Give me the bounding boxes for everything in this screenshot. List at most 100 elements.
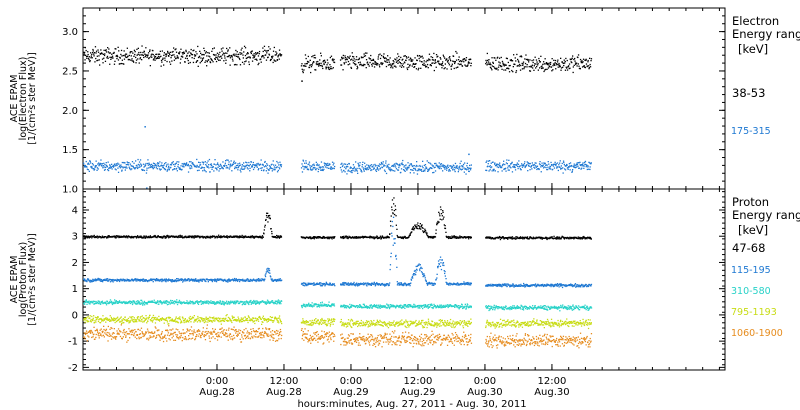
data-point xyxy=(325,281,327,283)
data-point xyxy=(251,165,253,167)
data-point xyxy=(221,57,223,59)
data-point xyxy=(434,236,437,238)
data-point xyxy=(194,54,197,57)
data-point xyxy=(218,56,220,58)
data-point xyxy=(503,284,505,286)
data-point xyxy=(195,61,197,63)
data-point xyxy=(163,64,165,66)
data-point xyxy=(342,164,344,166)
data-point xyxy=(201,161,203,163)
data-point xyxy=(575,163,577,166)
data-point xyxy=(181,235,183,237)
data-point xyxy=(548,63,550,65)
data-point xyxy=(206,61,208,63)
data-point xyxy=(123,279,125,281)
data-point xyxy=(179,168,182,171)
data-point xyxy=(413,167,415,169)
data-point xyxy=(93,168,95,170)
data-point xyxy=(551,70,553,72)
data-point xyxy=(219,279,221,281)
data-point xyxy=(347,170,349,172)
data-point xyxy=(263,280,265,282)
data-point xyxy=(305,237,307,239)
data-point xyxy=(129,52,131,54)
data-point xyxy=(333,167,335,170)
data-point xyxy=(243,51,245,53)
data-point xyxy=(99,162,102,165)
data-point xyxy=(346,283,348,285)
data-point xyxy=(211,59,213,61)
data-point xyxy=(523,237,525,239)
data-point xyxy=(511,69,513,72)
data-point xyxy=(406,57,408,59)
data-point xyxy=(253,56,255,58)
data-point xyxy=(446,58,448,60)
data-point xyxy=(144,279,146,281)
data-point xyxy=(447,164,449,166)
data-point xyxy=(491,166,493,168)
data-point xyxy=(573,236,575,239)
data-point xyxy=(491,170,493,172)
data-point xyxy=(158,165,160,168)
data-point xyxy=(442,166,445,168)
data-point xyxy=(446,282,448,284)
data-point xyxy=(587,165,589,167)
data-point xyxy=(277,280,279,282)
data-point xyxy=(207,279,209,281)
data-point xyxy=(443,56,445,58)
data-point xyxy=(516,237,518,240)
data-point xyxy=(318,282,321,284)
data-point xyxy=(259,235,261,237)
data-point xyxy=(434,60,436,62)
data-point xyxy=(551,283,553,285)
data-point xyxy=(91,163,94,165)
data-point xyxy=(266,212,268,214)
data-point xyxy=(528,162,531,165)
data-point xyxy=(426,160,428,162)
data-point xyxy=(542,67,544,69)
data-point xyxy=(345,168,347,170)
data-point xyxy=(427,67,429,69)
data-point xyxy=(300,283,303,285)
data-point xyxy=(564,284,566,286)
data-point xyxy=(229,166,231,168)
data-point xyxy=(505,167,507,169)
data-point xyxy=(507,169,509,171)
data-point xyxy=(192,61,195,64)
data-point xyxy=(95,160,97,162)
data-point xyxy=(169,51,171,53)
data-point xyxy=(238,279,240,281)
data-point xyxy=(492,168,494,171)
data-point xyxy=(372,62,374,64)
data-point xyxy=(260,169,263,171)
data-point xyxy=(214,167,217,169)
data-point xyxy=(363,53,365,55)
data-point xyxy=(103,162,105,164)
data-point xyxy=(113,52,115,54)
data-point xyxy=(111,57,113,59)
data-point xyxy=(351,236,354,238)
data-point xyxy=(174,49,176,51)
data-point xyxy=(550,283,552,285)
data-point xyxy=(203,54,205,56)
data-point xyxy=(141,59,143,61)
data-point xyxy=(515,71,517,74)
data-point xyxy=(145,162,147,165)
data-point xyxy=(387,167,390,169)
data-point xyxy=(309,59,311,61)
data-point xyxy=(244,61,246,63)
data-point xyxy=(400,66,403,68)
data-point xyxy=(441,259,443,261)
data-point xyxy=(88,279,90,281)
data-point xyxy=(331,168,333,170)
data-point xyxy=(244,167,246,169)
data-point xyxy=(244,165,246,167)
data-point xyxy=(348,284,351,286)
data-point xyxy=(529,162,531,165)
data-point xyxy=(539,161,541,163)
data-point xyxy=(408,59,410,61)
data-point xyxy=(159,56,161,58)
data-point xyxy=(167,52,169,54)
data-point xyxy=(556,236,558,238)
data-point xyxy=(535,284,538,287)
